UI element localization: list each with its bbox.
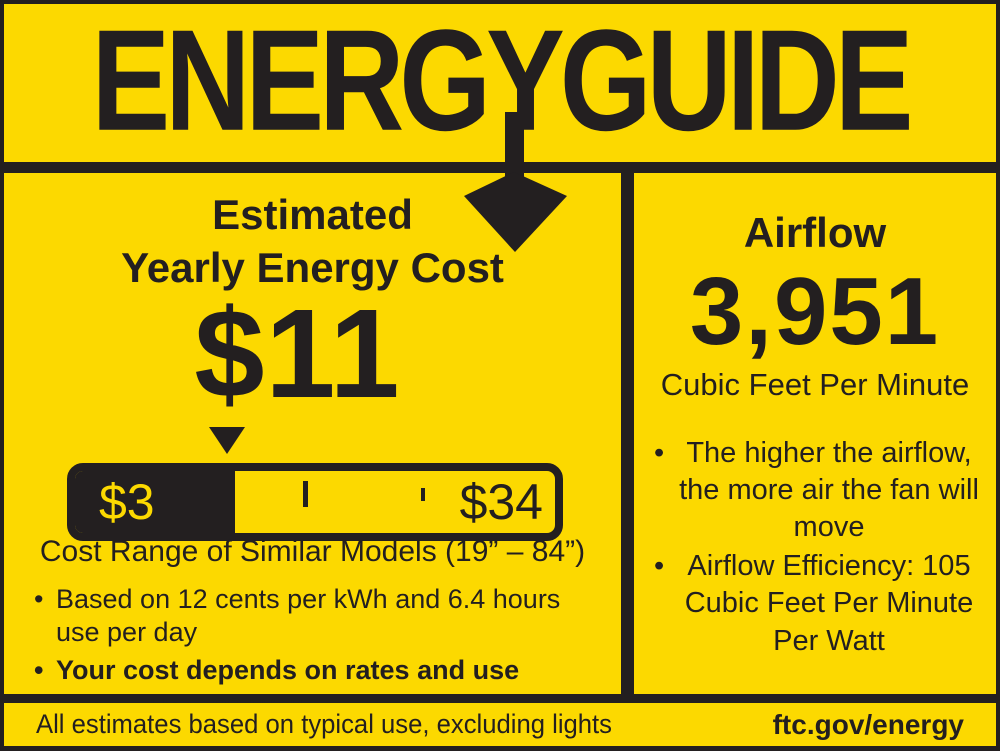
airflow-value: 3,951 [689, 258, 941, 365]
cost-note-usage-assumption: Based on 12 cents per kWh and 6.4 hours … [56, 584, 561, 647]
list-item: • Based on 12 cents per kWh and 6.4 hour… [34, 583, 611, 649]
list-item: • Airflow Efficiency: 105 Cubic Feet Per… [654, 548, 982, 659]
cost-bar-max-label: $34 [459, 474, 543, 530]
bullet-icon: • [34, 654, 44, 685]
airflow-panel: Airflow 3,951 Cubic Feet Per Minute • Th… [634, 173, 996, 694]
airflow-note-higher-airflow: The higher the airflow, the more air the… [679, 437, 979, 544]
cost-bar-fill: $3 [75, 471, 235, 533]
cost-bar-tick-icon [303, 481, 308, 507]
cost-bar-tick-icon [421, 488, 425, 501]
airflow-note-efficiency: Airflow Efficiency: 105 Cubic Feet Per M… [684, 550, 974, 657]
cost-range-bar: $3 $34 [67, 463, 563, 541]
cost-note-rates-disclaimer: Your cost depends on rates and use [56, 654, 520, 685]
down-arrow-icon [464, 112, 567, 252]
cost-panel: Estimated Yearly Energy Cost $11 $3 $34 … [4, 173, 621, 723]
yearly-cost-value: $11 [194, 283, 401, 424]
footer-note: All estimates based on typical use, excl… [36, 709, 613, 739]
airflow-notes-list: • The higher the airflow, the more air t… [654, 435, 982, 662]
title-banner: ENERGYGUIDE [4, 4, 996, 162]
footer-strip: All estimates based on typical use, excl… [4, 703, 996, 746]
cost-heading-line1: Estimated [212, 191, 413, 238]
bullet-icon: • [654, 437, 665, 469]
list-item: • The higher the airflow, the more air t… [654, 435, 982, 546]
energyguide-title: ENERGYGUIDE [91, 0, 913, 162]
bullet-icon: • [654, 550, 665, 583]
ftc-url: ftc.gov/energy [772, 708, 964, 740]
airflow-heading: Airflow [743, 209, 887, 256]
cost-heading-line2: Yearly Energy Cost [121, 243, 504, 291]
cost-bar-min-label: $3 [99, 474, 155, 530]
airflow-unit: Cubic Feet Per Minute [660, 367, 970, 402]
bullet-icon: • [34, 584, 44, 614]
cost-marker-icon [209, 427, 245, 454]
cost-range-caption: Cost Range of Similar Models (19” – 84”) [39, 535, 586, 568]
cost-heading: Estimated Yearly Energy Cost [4, 189, 621, 294]
list-item: • Your cost depends on rates and use [34, 654, 611, 687]
